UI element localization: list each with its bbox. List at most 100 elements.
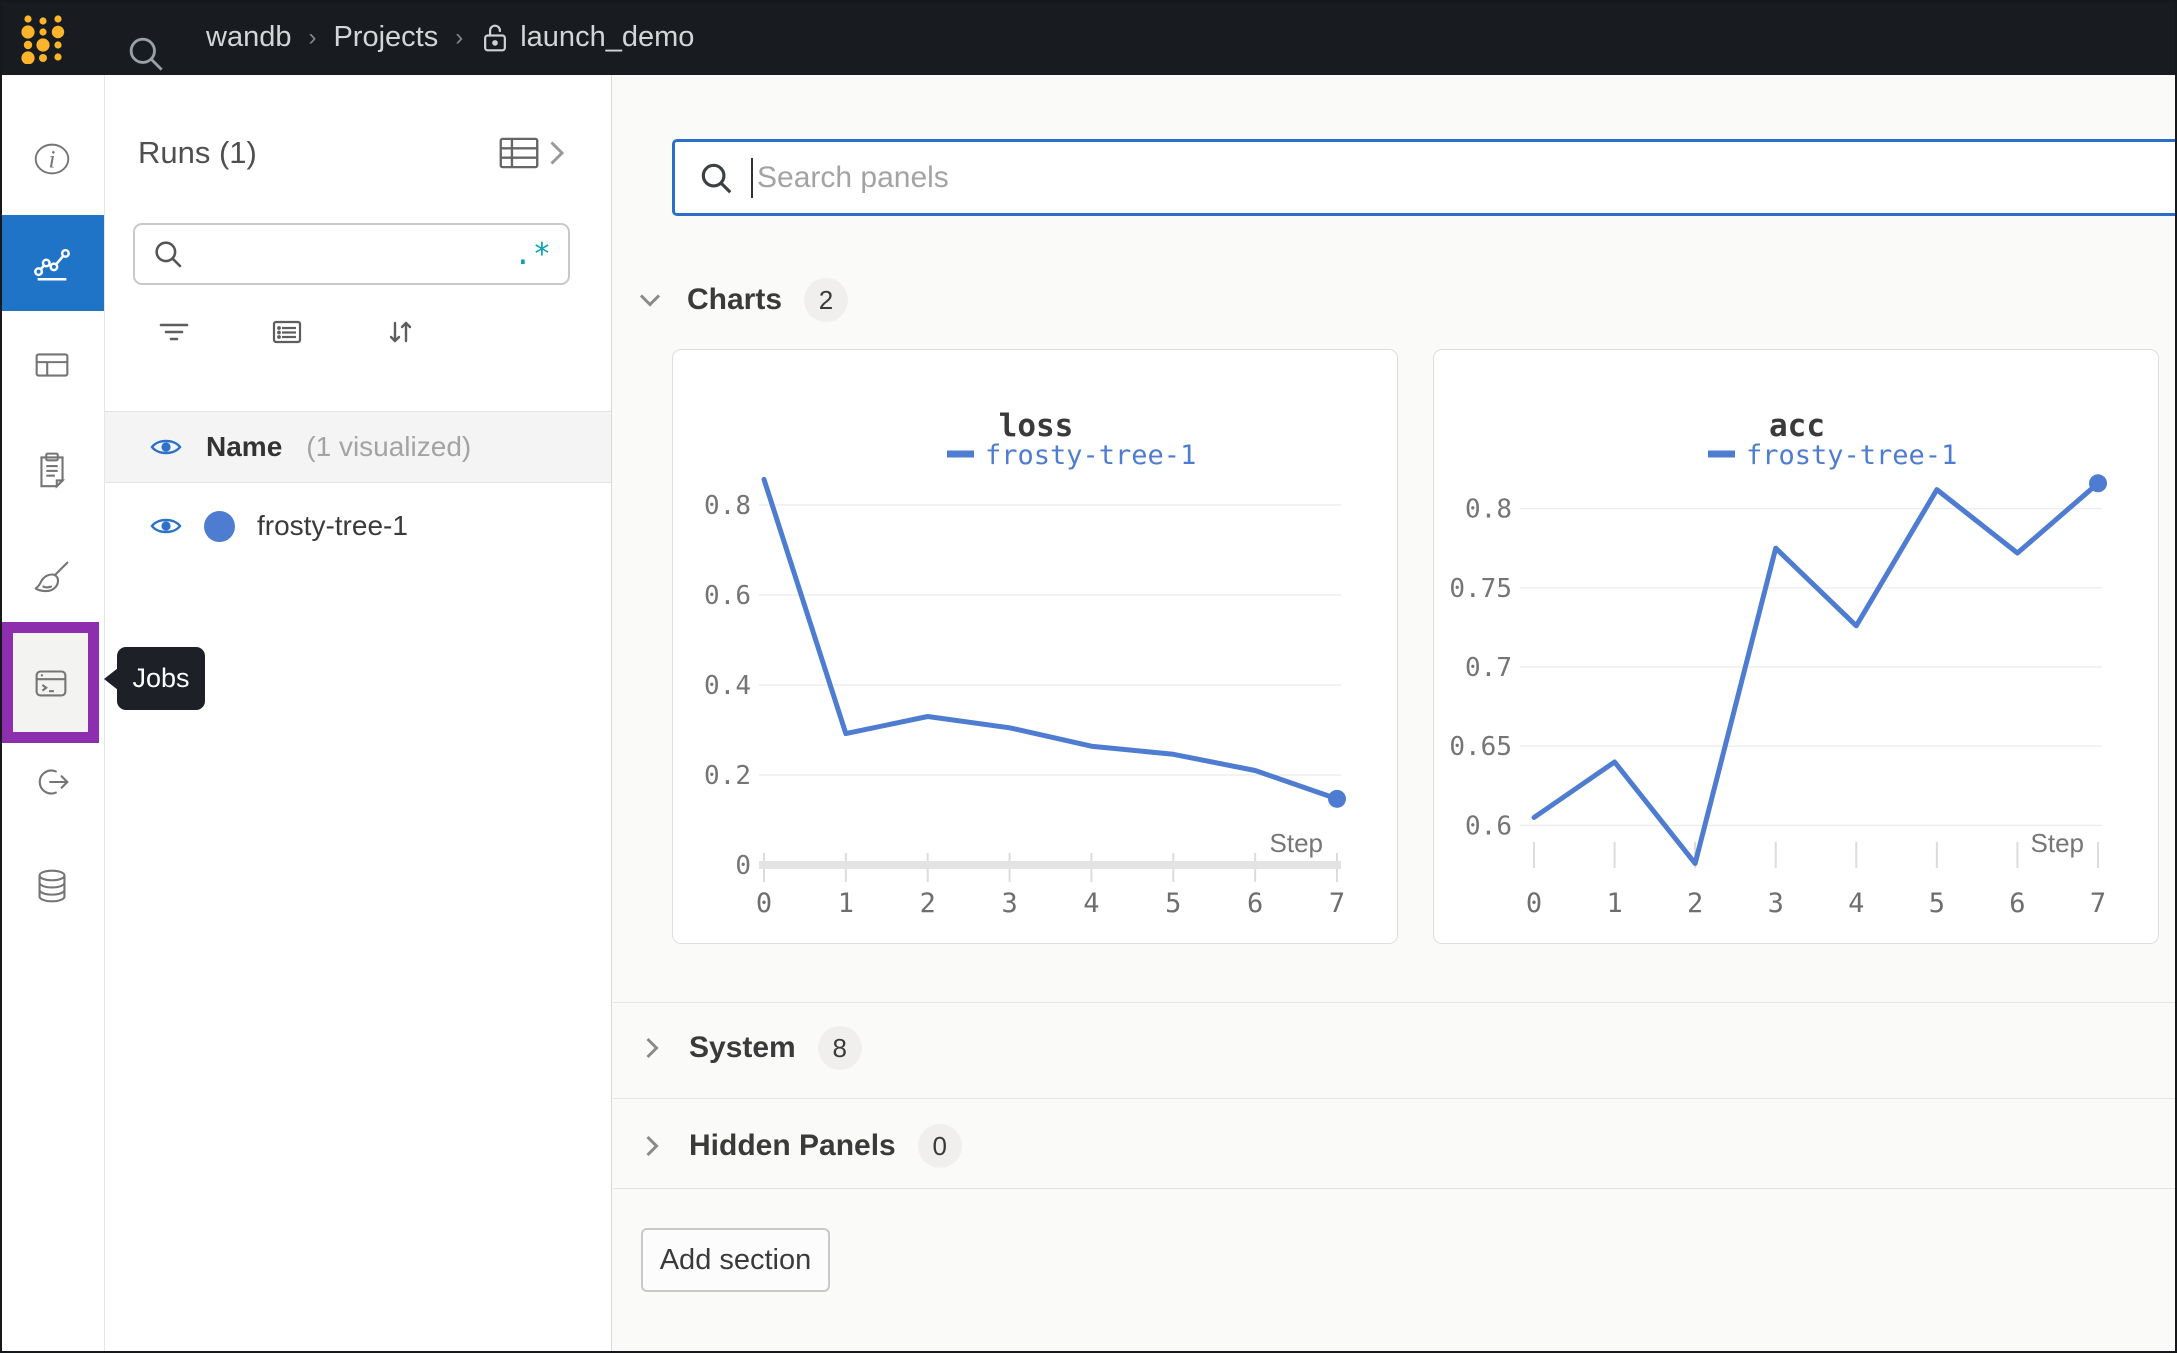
svg-text:0: 0: [1526, 888, 1542, 919]
topbar: wandb › Projects › launch_demo: [0, 0, 2177, 75]
last-point-marker: [2089, 474, 2107, 493]
filter-icon[interactable]: [155, 313, 193, 351]
svg-text:7: 7: [1329, 888, 1345, 919]
loss-chart-panel[interactable]: loss frosty-tree-1 0 0.2 0.4 0.6 0.8 0 1 2 3 4 5 6 7 St…: [672, 349, 1398, 944]
runs-table-icon[interactable]: [499, 137, 539, 169]
svg-text:0.75: 0.75: [1449, 574, 1512, 604]
sidebar-item-sweeps[interactable]: [0, 530, 104, 626]
section-label: System: [689, 1031, 796, 1064]
breadcrumb: wandb › Projects › launch_demo: [206, 0, 694, 75]
section-count-badge: 8: [817, 1026, 862, 1070]
chart-title: loss: [999, 408, 1074, 444]
lock-icon: [484, 24, 507, 51]
sidebar-item-launch[interactable]: [0, 734, 104, 830]
nav-sidebar: i: [0, 75, 105, 1353]
chart-title: acc: [1769, 408, 1825, 444]
sidebar-item-jobs[interactable]: [2, 622, 99, 743]
svg-text:0.6: 0.6: [1465, 811, 1512, 841]
regex-toggle-icon[interactable]: .*: [513, 236, 552, 272]
acc-chart-panel[interactable]: acc frosty-tree-1 0.6 0.65 0.7 0.75 0.8 0 1 2 3 4 5 6…: [1433, 349, 2159, 944]
section-count-badge: 2: [804, 278, 849, 322]
runs-panel-title: Runs (1): [138, 135, 257, 170]
terminal-jobs-icon: [35, 669, 66, 697]
line-chart-icon: [34, 248, 70, 281]
jobs-tooltip: Jobs: [104, 647, 205, 710]
section-count-badge: 0: [917, 1124, 962, 1168]
legend-label: frosty-tree-1: [1746, 440, 1957, 471]
list-settings-icon[interactable]: [268, 313, 306, 351]
jobs-tooltip-label: Jobs: [132, 663, 190, 693]
svg-text:5: 5: [1165, 888, 1181, 919]
svg-text:1: 1: [1606, 888, 1622, 919]
sort-icon[interactable]: [381, 313, 419, 351]
svg-text:1: 1: [838, 888, 854, 919]
svg-text:6: 6: [2009, 888, 2025, 919]
svg-text:0.8: 0.8: [1465, 495, 1512, 525]
section-divider: [613, 1002, 2177, 1003]
breadcrumb-project[interactable]: launch_demo: [480, 21, 694, 54]
section-label: Hidden Panels: [689, 1129, 896, 1162]
svg-text:0.65: 0.65: [1449, 732, 1512, 762]
svg-text:3: 3: [1001, 888, 1017, 919]
expand-chevron-icon[interactable]: [545, 138, 567, 168]
sidebar-item-overview[interactable]: i: [0, 111, 104, 207]
section-header-system[interactable]: System 8: [637, 1026, 862, 1070]
eye-visible-icon[interactable]: [150, 514, 182, 538]
section-header-charts[interactable]: Charts 2: [635, 278, 849, 322]
runs-search-input[interactable]: .*: [133, 223, 570, 285]
search-icon: [155, 241, 182, 268]
svg-text:0.7: 0.7: [1465, 653, 1512, 683]
launch-arrow-icon: [38, 769, 69, 795]
section-header-hidden-panels[interactable]: Hidden Panels 0: [637, 1124, 962, 1168]
xaxis-label: Step: [1270, 828, 1324, 858]
run-color-dot: [204, 510, 235, 542]
add-section-button[interactable]: Add section: [641, 1228, 830, 1292]
workspace-main: Search panels Charts 2 loss frosty-tree-1…: [613, 75, 2177, 1353]
sidebar-item-table[interactable]: [0, 317, 104, 413]
search-icon: [701, 163, 732, 193]
search-panels-input[interactable]: Search panels: [672, 139, 2177, 216]
chevron-down-icon: [639, 294, 661, 307]
broom-icon: [34, 561, 69, 593]
svg-text:4: 4: [1848, 888, 1864, 919]
sidebar-item-artifacts[interactable]: [0, 838, 104, 934]
xaxis-label: Step: [2031, 828, 2085, 858]
svg-text:0.8: 0.8: [704, 491, 751, 521]
runs-panel: Runs (1) .*: [105, 75, 612, 1353]
eye-visible-icon[interactable]: [150, 435, 182, 459]
svg-text:2: 2: [1687, 888, 1703, 919]
table-icon: [35, 353, 69, 377]
svg-text:0.2: 0.2: [704, 761, 751, 791]
wandb-logo-icon[interactable]: [20, 12, 66, 64]
legend-label: frosty-tree-1: [985, 440, 1196, 471]
runs-name-header-row[interactable]: Name (1 visualized): [105, 411, 611, 483]
text-cursor: [751, 157, 753, 198]
sidebar-item-logs[interactable]: [0, 420, 104, 516]
svg-text:0: 0: [756, 888, 772, 919]
svg-text:5: 5: [1929, 888, 1945, 919]
svg-text:3: 3: [1768, 888, 1784, 919]
global-search-icon[interactable]: [124, 32, 167, 75]
chevron-right-icon: [646, 1135, 659, 1157]
info-icon: i: [34, 143, 70, 175]
svg-text:7: 7: [2090, 888, 2106, 919]
search-panels-placeholder: Search panels: [757, 160, 949, 194]
svg-text:0.6: 0.6: [704, 581, 751, 611]
chevron-right-icon: [646, 1037, 659, 1059]
visualized-count: (1 visualized): [306, 431, 472, 462]
run-name[interactable]: frosty-tree-1: [257, 510, 408, 541]
breadcrumb-separator: ›: [455, 23, 464, 51]
clipboard-icon: [40, 452, 66, 489]
sidebar-item-workspace[interactable]: [0, 215, 104, 311]
series-line: [761, 476, 1340, 802]
last-point-marker: [1328, 789, 1346, 808]
breadcrumb-separator: ›: [308, 23, 317, 51]
svg-text:0: 0: [735, 851, 751, 881]
svg-text:6: 6: [1247, 888, 1263, 919]
breadcrumb-team[interactable]: wandb: [206, 21, 292, 53]
breadcrumb-projects[interactable]: Projects: [333, 21, 439, 53]
svg-text:4: 4: [1083, 888, 1099, 919]
run-row[interactable]: frosty-tree-1: [105, 483, 611, 569]
section-label: Charts: [687, 283, 783, 316]
